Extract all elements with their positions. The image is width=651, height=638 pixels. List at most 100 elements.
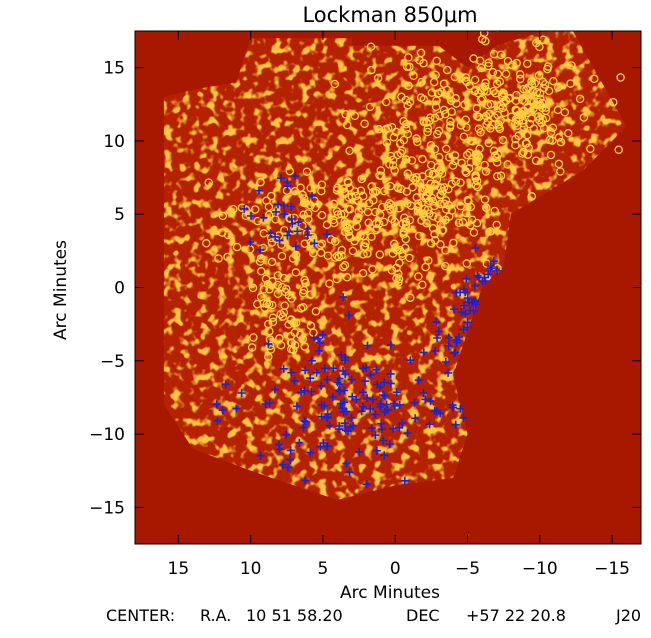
circle-source [548,13,555,20]
circle-source [369,195,378,205]
circle-source [519,107,529,116]
circle-source [475,56,485,65]
plus-source [280,210,289,219]
circle-source [441,261,450,271]
plus-source [361,363,370,372]
circle-source [493,69,503,79]
circle-source [483,100,493,110]
plus-source [467,299,476,307]
circle-source [423,205,433,215]
circle-source [446,117,455,126]
circle-source [436,240,445,249]
circle-source [401,234,411,244]
circle-source [443,65,452,75]
circle-source [339,184,348,193]
plus-source [338,404,347,413]
plus-source [452,288,461,297]
circle-source [413,137,422,147]
plus-source [363,341,372,350]
circle-source [404,81,413,90]
circle-source [217,228,227,237]
plus-source [459,413,468,422]
plus-source [345,468,354,477]
circle-source [501,69,511,79]
plus-source [355,447,364,456]
circle-source [290,341,300,350]
circle-source [535,88,545,98]
circle-source [267,191,276,201]
circle-source [522,130,532,140]
plus-source [462,274,471,283]
circle-source [326,235,336,244]
circle-source [390,166,399,175]
plus-source [246,238,255,246]
circle-source [523,102,533,112]
circle-source [461,115,470,124]
circle-source [430,236,440,245]
circle-source [564,128,573,138]
circle-source [492,79,502,89]
circle-source [406,293,415,302]
circle-source [463,196,472,205]
plus-source [347,375,356,384]
plus-source [386,341,395,350]
plus-source [398,419,407,428]
circle-source [329,199,339,209]
circle-source [303,209,313,218]
circle-source [317,186,326,196]
plus-source [380,451,389,460]
circle-source [310,203,320,213]
circle-source [386,181,395,191]
circle-source [299,194,309,203]
circle-source [461,167,470,176]
circle-source [548,31,553,32]
circle-source [441,196,451,205]
plus-source [317,412,326,421]
plus-source [414,376,423,385]
plus-source [283,231,292,240]
plus-source [292,402,301,411]
circle-source [359,231,368,241]
circle-source [482,120,491,129]
circle-source [348,246,358,256]
circle-source [330,237,340,246]
circle-source [340,209,349,218]
circle-source [259,285,269,294]
circle-source [405,215,415,225]
plus-source [366,370,375,379]
circle-source [560,108,570,117]
plus-source [299,423,308,432]
circle-source [291,318,301,327]
plus-source [357,407,366,416]
plus-source [469,297,478,306]
circle-source [268,313,278,322]
circle-source [480,86,489,95]
circle-source [489,86,498,96]
plus-source [457,308,466,317]
circle-source [264,352,273,362]
circle-source [232,242,242,252]
plus-source [301,417,310,426]
plus-source [275,445,284,454]
plus-source [275,236,284,245]
plus-source [347,413,356,422]
circle-source [377,202,387,212]
circle-source [333,183,342,193]
circle-source [427,193,437,203]
plus-source [287,202,295,211]
circle-source [493,172,502,181]
circle-source [527,114,536,123]
circle-source [302,167,312,176]
circle-source [370,188,380,197]
circle-source [397,92,406,102]
plus-source [342,459,351,468]
plus-source [344,311,353,320]
circle-source [286,338,296,347]
circle-source [428,197,438,206]
circle-source [386,205,395,214]
circle-source [451,94,460,103]
circle-source [408,183,417,192]
circle-source [334,252,344,262]
circle-source [389,133,399,142]
circle-source [418,154,427,164]
